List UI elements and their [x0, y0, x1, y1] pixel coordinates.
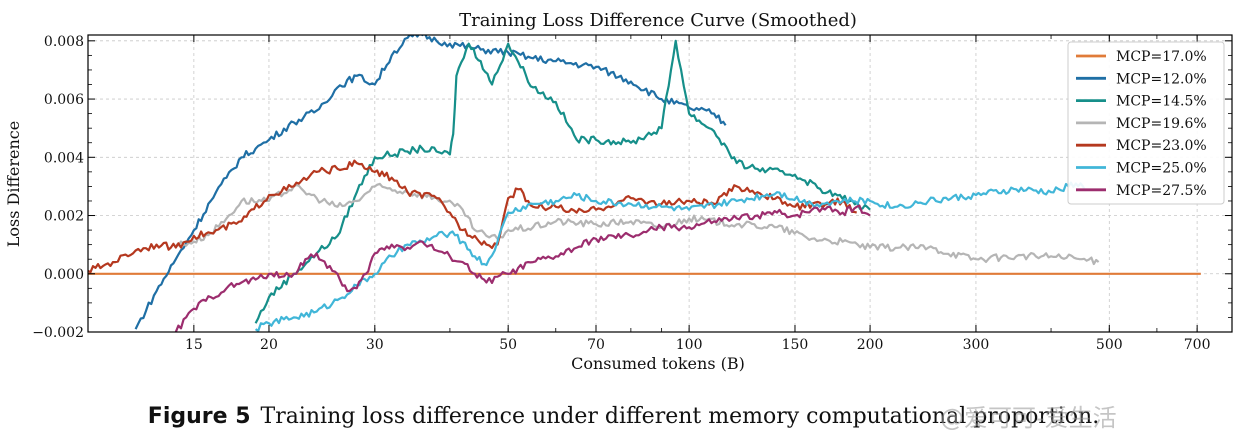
x-tick-label: 20	[260, 337, 278, 353]
x-tick-label: 500	[1096, 337, 1123, 353]
y-tick-label: 0.006	[44, 92, 84, 108]
x-tick-label: 200	[857, 337, 884, 353]
legend-box	[1067, 41, 1225, 205]
series-line	[174, 204, 871, 332]
loss-difference-chart: Training Loss Difference Curve (Smoothed…	[4, 10, 1233, 373]
y-tick-label: 0.000	[44, 267, 84, 283]
legend: MCP=17.0% MCP=12.0% MCP=14.5% MCP=19.6% MCP=…	[1067, 41, 1225, 205]
x-tick-label: 30	[366, 337, 384, 353]
figure-label: Figure 5	[147, 404, 251, 429]
series-line	[134, 35, 727, 330]
legend-label: MCP=27.5%	[1116, 183, 1207, 199]
series-line	[254, 181, 1088, 332]
series-line	[175, 182, 1100, 266]
legend-label: MCP=25.0%	[1116, 161, 1207, 177]
series-line	[254, 39, 871, 324]
watermark: @爱可可-爱生活	[940, 404, 1117, 432]
legend-label: MCP=19.6%	[1116, 116, 1207, 132]
x-tick-label: 700	[1184, 337, 1211, 353]
x-tick-label: 15	[185, 337, 203, 353]
figure-caption: Figure 5 Training loss difference under d…	[0, 404, 1247, 429]
x-tick-label: 150	[782, 337, 809, 353]
y-tick-label: 0.004	[44, 150, 84, 166]
x-tick-label: 100	[676, 337, 703, 353]
y-tick-label: 0.008	[44, 34, 84, 50]
series-line	[88, 159, 858, 274]
plot-frame	[87, 34, 1233, 333]
x-tick-label: 300	[963, 337, 990, 353]
axis-ticks: 15 20 30 50 70 100 150 200 300 500 700 −0.002 0.000 0…	[32, 34, 1233, 353]
legend-label: MCP=23.0%	[1116, 138, 1207, 154]
x-tick-label: 50	[499, 337, 517, 353]
x-tick-label: 70	[587, 337, 605, 353]
chart-title: Training Loss Difference Curve (Smoothed…	[459, 10, 857, 31]
series-lines	[88, 35, 1201, 332]
legend-label: MCP=17.0%	[1116, 49, 1207, 65]
y-tick-label: −0.002	[32, 325, 84, 341]
y-tick-label: 0.002	[44, 209, 84, 225]
x-axis-label: Consumed tokens (B)	[571, 354, 745, 373]
caption-text: Training loss difference under different…	[260, 404, 1100, 429]
legend-label: MCP=14.5%	[1116, 94, 1207, 110]
legend-label: MCP=12.0%	[1116, 71, 1207, 87]
y-axis-label: Loss Difference	[4, 121, 23, 247]
grid-lines	[88, 35, 1232, 333]
